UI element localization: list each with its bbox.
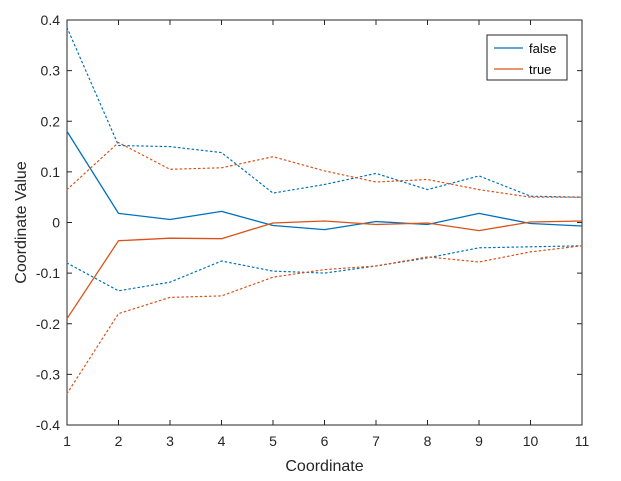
axes-layer: 1 2 3 4 5 6 7 8 9 10 11 -0.4 -0.3 -0.2 -0.1 0 0.1 0.2 0.3 0… bbox=[36, 12, 590, 449]
x-tick-label: 1 bbox=[63, 433, 71, 449]
x-tick-label: 10 bbox=[523, 433, 539, 449]
series-5-dotted-line bbox=[66, 141, 583, 198]
x-tick-label: 8 bbox=[424, 433, 432, 449]
legend-layer: false true bbox=[486, 34, 568, 81]
x-tick-label: 3 bbox=[166, 433, 174, 449]
y-tick-label: -0.2 bbox=[36, 316, 60, 332]
y-tick-label: 0 bbox=[52, 215, 60, 231]
series-4-dotted-line bbox=[66, 245, 583, 292]
y-tick-label: 0.2 bbox=[41, 113, 61, 129]
x-tick-label: 9 bbox=[475, 433, 483, 449]
y-tick-label: -0.3 bbox=[36, 366, 60, 382]
x-tick-label: 6 bbox=[321, 433, 329, 449]
x-tick-label: 5 bbox=[269, 433, 277, 449]
x-tick-label: 4 bbox=[218, 433, 226, 449]
series-3-dotted-line bbox=[66, 27, 583, 198]
x-tick-label: 2 bbox=[115, 433, 123, 449]
legend-label-false: false bbox=[529, 41, 556, 56]
legend-box bbox=[486, 34, 568, 81]
y-axis-label: Coordinate Value bbox=[13, 161, 30, 284]
x-axis-label: Coordinate bbox=[285, 458, 363, 475]
legend-label-true: true bbox=[529, 62, 551, 77]
y-tick-label: -0.4 bbox=[36, 417, 60, 433]
y-tick-label: 0.3 bbox=[41, 63, 61, 79]
x-tick-label: 7 bbox=[372, 433, 380, 449]
series-true-line bbox=[66, 220, 583, 320]
series-layer bbox=[66, 27, 583, 395]
y-tick-label: 0.1 bbox=[41, 164, 61, 180]
plot-area-frame bbox=[66, 19, 583, 426]
y-tick-label: 0.4 bbox=[41, 12, 61, 28]
y-tick-label: -0.1 bbox=[36, 265, 60, 281]
x-tick-label: 11 bbox=[575, 433, 590, 449]
series-false-line bbox=[66, 131, 583, 231]
series-6-dotted-line bbox=[66, 245, 583, 395]
